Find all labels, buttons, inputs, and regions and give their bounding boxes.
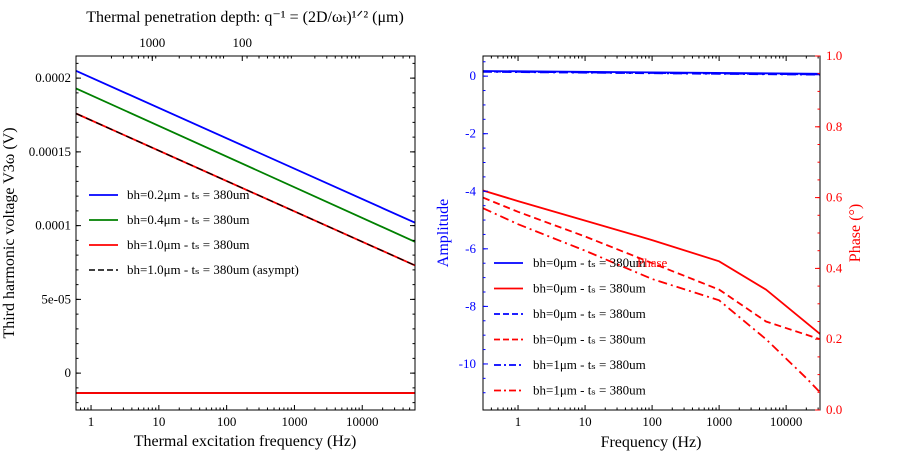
x-tick-label: 10 <box>152 414 165 429</box>
y-tick-label: 0.0002 <box>35 70 71 85</box>
legend-label: bh=0.2μm - tₛ = 380um <box>127 187 249 202</box>
legend-label: bh=0μm - tₛ = 380um <box>533 281 646 296</box>
x-tick-label: 10000 <box>346 414 379 429</box>
y-right-tick-label: 0.4 <box>826 260 843 275</box>
y-tick-label: 0 <box>65 365 72 380</box>
plot-frame <box>75 55 416 411</box>
series-line-4 <box>482 196 821 341</box>
x-tick-label: 10000 <box>770 414 803 429</box>
x-axis-title: Frequency (Hz) <box>601 434 702 451</box>
legend-label: bh=1.0μm - tₛ = 380um (asympt) <box>127 262 299 277</box>
x-tick-label: 100 <box>642 414 662 429</box>
x-tick-label: 10 <box>579 414 592 429</box>
series-line-6 <box>482 207 821 393</box>
x-axis-title: Thermal excitation frequency (Hz) <box>134 433 357 450</box>
x-tick-label: 1000 <box>706 414 732 429</box>
y-left-tick-label: -6 <box>465 241 476 256</box>
series-line-2 <box>75 87 416 243</box>
y-right-axis-title: Phase (°) <box>847 204 864 262</box>
x-tick-label: 100 <box>217 414 237 429</box>
x-tick-label: 1 <box>515 414 522 429</box>
y-right-tick-label: 0.2 <box>826 331 842 346</box>
y-right-tick-label: 0.6 <box>826 190 843 205</box>
y-left-tick-label: -4 <box>465 183 476 198</box>
y-right-tick-label: 0.0 <box>826 402 842 417</box>
y-right-tick-label: 1.0 <box>826 48 842 63</box>
y-left-tick-label: 0 <box>470 68 477 83</box>
y-left-tick-label: -8 <box>465 298 476 313</box>
legend-label: bh=0μm - tₛ = 380um <box>533 332 646 347</box>
x-tick-label: 1 <box>88 414 95 429</box>
y-tick-label: 5e-05 <box>41 291 71 306</box>
top-tick-label: 1000 <box>139 35 165 50</box>
legend-label: bh=1μm - tₛ = 380um <box>533 383 646 398</box>
y-left-tick-label: -10 <box>459 356 476 371</box>
legend-label: bh=0μm - tₛ = 380um <box>533 255 646 270</box>
series-line-1 <box>75 69 416 224</box>
series-line-2 <box>482 189 821 335</box>
chart-title: Thermal penetration depth: q⁻¹ = (2D/ωₜ)… <box>86 9 404 26</box>
legend-label: bh=1.0μm - tₛ = 380um <box>127 237 249 252</box>
legend-label: bh=1μm - tₛ = 380um <box>533 357 646 372</box>
y-right-tick-label: 0.8 <box>826 119 842 134</box>
legend-label: bh=0μm - tₛ = 380um <box>533 306 646 321</box>
legend-overlay-label: Phase <box>637 255 668 270</box>
y-tick-label: 0.00015 <box>29 144 71 159</box>
series-line-4 <box>75 112 416 266</box>
y-tick-label: 0.0001 <box>35 218 71 233</box>
legend-label: bh=0.4μm - tₛ = 380um <box>127 212 249 227</box>
right-plot: 1 10 100 1000 10000 0 -2 -4 -6 -8 -10 0.0 0.2 0.4 0.6 0… <box>435 48 864 451</box>
series-line-5 <box>482 70 821 76</box>
x-tick-label: 1000 <box>281 414 307 429</box>
y-axis-title: Third harmonic voltage V3ω (V) <box>1 127 18 338</box>
y-left-axis-title: Amplitude <box>435 199 452 267</box>
top-tick-label: 100 <box>233 35 253 50</box>
y-left-tick-label: -2 <box>465 126 476 141</box>
